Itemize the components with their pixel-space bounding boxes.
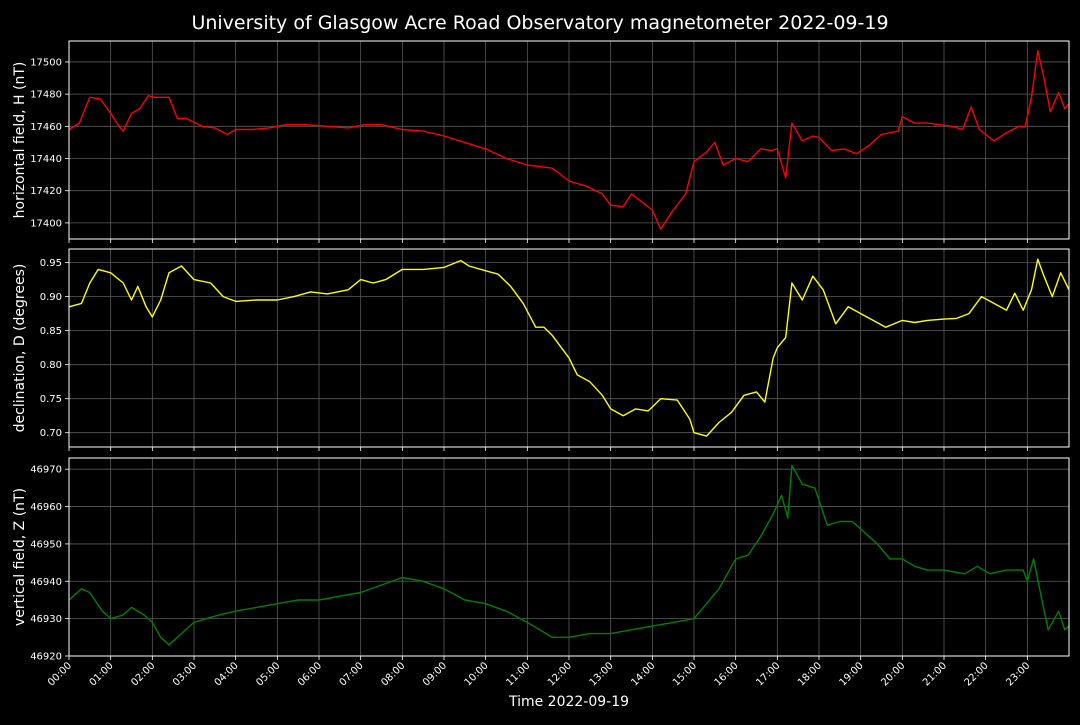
x-tick-label-0900: 09:00 [421,660,449,688]
x-tick-label-0700: 07:00 [338,660,366,688]
x-tick-label-1400: 14:00 [629,660,657,688]
x-tick-label-2000: 20:00 [879,660,907,688]
panels-layer: 17400 17420 17440 17460 17480 17500horizontal… [12,40,1070,689]
panel-2: 0.70 0.75 0.80 0.85 0.90 0.95 declination, D (… [12,248,1070,451]
panel-3-ytick-label-4: 46960 [30,502,62,513]
panel-2-ytick-label-5: 0.95 [40,258,62,269]
panel-2-series-line [68,258,1070,437]
panel-3-ytick-label-0: 46920 [30,652,62,663]
x-tick-label-0300: 03:00 [171,660,199,688]
x-tick-label-0200: 02:00 [129,660,157,688]
panel-3-ytick-label-1: 46930 [30,614,62,625]
x-tick-label-2200: 22:00 [963,660,991,688]
panel-3-ytick-label-3: 46950 [30,539,62,550]
x-tick-label-0000: 00:00 [46,660,74,688]
panel-1-ytick-label-4: 17480 [30,90,62,101]
panel-2-ytick-label-1: 0.75 [40,394,62,405]
x-tick-label-0500: 05:00 [254,660,282,688]
panel-3: 46920 46930 46940 46950 46960 46970 vertical f… [12,457,1070,663]
panel-1-frame [68,40,1070,240]
x-tick-label-0400: 04:00 [213,660,241,688]
panel-3-y-axis-label: vertical field, Z (nT) [12,488,28,626]
x-tick-label-2100: 21:00 [921,660,949,688]
x-tick-label-0100: 01:00 [88,660,116,688]
panel-3-ytick-label-2: 46940 [30,577,62,588]
x-tick-label-1600: 16:00 [713,660,741,688]
x-tick-label-1800: 18:00 [796,660,824,688]
x-tick-label-1200: 12:00 [546,660,574,688]
panel-1-ytick-label-5: 17500 [30,57,62,68]
panel-1-y-axis-label: horizontal field, H (nT) [12,62,28,219]
panel-1-series-line [68,50,1070,231]
x-tick-label-2300: 23:00 [1004,660,1032,688]
x-axis-label: Time 2022-09-19 [508,694,629,710]
panel-2-ytick-label-3: 0.85 [40,326,62,337]
panel-1-ytick-label-1: 17420 [30,186,62,197]
x-tick-label-1900: 19:00 [838,660,866,688]
panel-1-ytick-label-0: 17400 [30,218,62,229]
panel-3-ytick-label-5: 46970 [30,465,62,476]
x-tick-label-1300: 13:00 [588,660,616,688]
panel-1-ytick-label-3: 17460 [30,122,62,133]
panel-2-ytick-label-4: 0.90 [40,292,62,303]
panel-3-frame [68,457,1070,657]
x-tick-label-0800: 08:00 [379,660,407,688]
panel-2-frame [68,248,1070,448]
panel-2-y-axis-label: declination, D (degrees) [12,264,28,433]
panel-2-ytick-label-0: 0.70 [40,428,62,439]
chart-title: University of Glasgow Acre Road Observat… [191,12,888,34]
x-tick-label-1000: 10:00 [463,660,491,688]
x-tick-label-1700: 17:00 [754,660,782,688]
panel-1: 17400 17420 17440 17460 17480 17500horizontal… [12,40,1070,243]
x-tick-label-0600: 06:00 [296,660,324,688]
panel-3-series-line [68,464,1070,646]
x-tick-label-1500: 15:00 [671,660,699,688]
panel-1-ytick-label-2: 17440 [30,154,62,165]
x-tick-labels: 00:00 01:00 02:00 03:00 04:00 05:00 06:00 07:00… [46,660,1032,688]
panel-2-ytick-label-2: 0.80 [40,360,62,371]
x-tick-label-1100: 11:00 [504,660,532,688]
